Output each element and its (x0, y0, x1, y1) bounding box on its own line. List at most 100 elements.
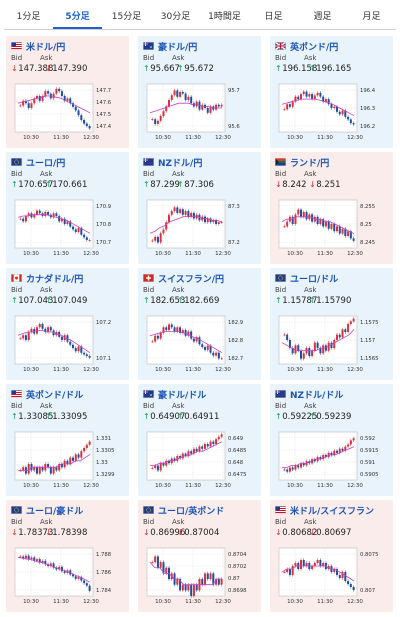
candle (338, 448, 341, 453)
moving-average-line (17, 329, 91, 354)
candlestick-chart[interactable]: 10:30 11:30 12:30 0.649 0.6485 0.648 0.6475 (145, 428, 255, 492)
candle (209, 573, 212, 580)
candle (168, 100, 170, 107)
candlestick-chart[interactable]: 10:30 11:30 12:30 1.331 1.3305 1.33 1.3299 (13, 428, 123, 492)
candle (162, 229, 165, 234)
candlestick-chart[interactable]: 10:30 11:30 12:30 8.255 8.25 8.245 (277, 196, 387, 260)
candle (156, 236, 159, 243)
x-tick-label: 10:30 (23, 599, 39, 605)
currency-pair-link[interactable]: 米ドル/スイスフラン (290, 506, 375, 517)
candle (83, 120, 86, 124)
candle (72, 574, 74, 577)
candlestick-chart[interactable]: 10:30 11:30 12:30 147.7 147.6 147.5 147.4 (13, 80, 123, 144)
candlestick-chart[interactable]: 10:30 11:30 12:30 0.592 0.5915 0.591 0.5905 (277, 428, 387, 492)
y-tick-label: 170.8 (96, 222, 112, 228)
x-tick-label: 12:30 (83, 483, 99, 489)
candle (33, 467, 36, 471)
candle (283, 469, 286, 471)
candle (47, 212, 50, 215)
candlestick-chart[interactable]: 10:30 11:30 12:30 87.3 87.2 (145, 196, 255, 260)
candle (220, 358, 223, 360)
tab-7[interactable]: 週足 (313, 12, 332, 22)
rate-card[interactable]: ランド/円 Bid Ask ↓8.242 ↓8.251 10:30 11:30 12:30 8.… (270, 152, 393, 264)
bid-ask-labels: Bid Ask (11, 54, 124, 63)
currency-pair-link[interactable]: ユーロ/ドル (290, 274, 339, 285)
tab-5[interactable]: 1時間足 (208, 12, 241, 22)
candlestick-chart[interactable]: 10:30 11:30 12:30 107.2 107.1 (13, 312, 123, 376)
candle (83, 448, 86, 452)
candle (69, 221, 72, 227)
rate-card[interactable]: 米ドル/円 Bid Ask ↓147.388 ↓147.390 10:30 11:30 12:… (6, 36, 129, 148)
rate-card[interactable]: 豪ドル/円 Bid Ask ↑95.667 ↑95.672 10:30 11:30 12:30… (138, 36, 261, 148)
currency-pair-link[interactable]: 英ポンド/円 (290, 42, 339, 53)
x-tick-label: 10:30 (287, 135, 303, 141)
candle (66, 335, 69, 342)
card-header: スイスフラン/円 (143, 271, 256, 285)
candlestick-chart[interactable]: 10:30 11:30 12:30 0.8075 0.807 (277, 544, 387, 608)
rate-card[interactable]: カナダドル/円 Bid Ask ↑107.043 ↑107.049 10:30 11:30 1… (6, 268, 129, 380)
currency-pair-link[interactable]: NZドル/円 (158, 158, 203, 169)
currency-pair-link[interactable]: ユーロ/英ポンド (158, 506, 225, 517)
candle (24, 216, 27, 222)
candlestick-chart[interactable]: 10:30 11:30 12:30 1.1575 1.157 1.1565 (277, 312, 387, 376)
ask-label: Ask (172, 286, 185, 294)
candle (162, 327, 165, 333)
candlestick-chart[interactable]: 10:30 11:30 12:30 0.8704 0.8702 0.87 0.8698 (145, 544, 255, 608)
x-tick-label: 12:30 (83, 367, 99, 373)
currency-pair-link[interactable]: NZドル/ドル (290, 390, 344, 401)
candle (33, 557, 36, 561)
rate-card[interactable]: 豪ドル/ドル Bid Ask ↑0.64907 ↑0.64911 10:30 11:30 12… (138, 384, 261, 496)
bid-price: ↑0.64907 (143, 411, 185, 423)
x-tick-label: 12:30 (347, 367, 363, 373)
candlestick-chart[interactable]: 10:30 11:30 12:30 95.7 95.6 (145, 80, 255, 144)
rate-card[interactable]: ユーロ/ドル Bid Ask ↑1.15787 ↑1.15790 10:30 11:30 12… (270, 268, 393, 380)
currency-pair-link[interactable]: 英ポンド/ドル (26, 390, 84, 401)
rate-card[interactable]: ユーロ/円 Bid Ask ↑170.657 ↑170.661 10:30 11:30 12:… (6, 152, 129, 264)
candle (36, 96, 38, 99)
tab-3[interactable]: 15分足 (111, 12, 142, 22)
candlestick-chart[interactable]: 10:30 11:30 12:30 170.9 170.8 170.7 (13, 196, 123, 260)
currency-pair-link[interactable]: スイスフラン/円 (158, 274, 225, 285)
currency-pair-link[interactable]: カナダドル/円 (26, 274, 84, 285)
currency-pair-link[interactable]: ユーロ/豪ドル (26, 506, 84, 517)
candle (338, 575, 341, 578)
candle (19, 556, 22, 558)
candle (55, 213, 58, 216)
candle (288, 569, 291, 575)
rate-card[interactable]: NZドル/円 Bid Ask ↑87.299 ↑87.306 10:30 11:30 12:3… (138, 152, 261, 264)
candle (52, 467, 55, 474)
rate-card[interactable]: 英ポンド/円 Bid Ask ↑196.158 ↑196.165 10:30 11:30 12… (270, 36, 393, 148)
candle (159, 562, 162, 568)
tab-2[interactable]: 5分足 (53, 6, 102, 29)
rate-card[interactable]: スイスフラン/円 Bid Ask ↑182.653 ↑182.669 10:30 11:30… (138, 268, 261, 380)
candlestick-chart[interactable]: 10:30 11:30 12:30 196.4 196.3 196.2 (277, 80, 387, 144)
currency-pair-link[interactable]: 豪ドル/ドル (158, 390, 207, 401)
candle (338, 111, 341, 115)
bid-price: ↑1.15787 (275, 295, 317, 307)
currency-pair-link[interactable]: 豪ドル/円 (158, 42, 198, 53)
candle (173, 458, 176, 461)
tab-4[interactable]: 30分足 (160, 12, 191, 22)
card-header: 英ポンド/円 (275, 39, 388, 53)
x-tick-label: 10:30 (155, 483, 171, 489)
rate-card[interactable]: ユーロ/英ポンド Bid Ask ↓0.86996 ↓0.87004 10:30 11:30… (138, 500, 261, 612)
tab-6[interactable]: 日足 (264, 12, 283, 22)
bid-ask-values: ↑107.043 ↑107.049 (11, 295, 124, 307)
rate-card[interactable]: 米ドル/スイスフラン Bid Ask ↓0.80682 ↓0.80697 10:30 11:… (270, 500, 393, 612)
tab-8[interactable]: 月足 (362, 12, 381, 22)
currency-pair-link[interactable]: 米ドル/円 (26, 42, 66, 53)
candlestick-chart[interactable]: 10:30 11:30 12:30 182.9 182.8 182.7 (145, 312, 255, 376)
y-tick-label: 170.7 (96, 240, 111, 246)
currency-pair-link[interactable]: ランド/円 (290, 158, 330, 169)
candle (22, 556, 25, 559)
candle (291, 566, 294, 575)
candlestick-chart[interactable]: 10:30 11:30 12:30 1.788 1.786 1.784 (13, 544, 123, 608)
bid-label: Bid (275, 402, 287, 410)
flag-icon (143, 274, 154, 282)
rate-card[interactable]: ユーロ/豪ドル Bid Ask ↓1.78373 ↓1.78398 10:30 11:30 1… (6, 500, 129, 612)
tab-1[interactable]: 1分足 (16, 12, 41, 22)
flag-icon (143, 158, 154, 166)
rate-card[interactable]: 英ポンド/ドル Bid Ask ↑1.33085 ↑1.33095 10:30 11:30 1… (6, 384, 129, 496)
currency-pair-link[interactable]: ユーロ/円 (26, 158, 66, 169)
rate-card[interactable]: NZドル/ドル Bid Ask ↑0.59225 ↑0.59239 10:30 11:30 1… (270, 384, 393, 496)
